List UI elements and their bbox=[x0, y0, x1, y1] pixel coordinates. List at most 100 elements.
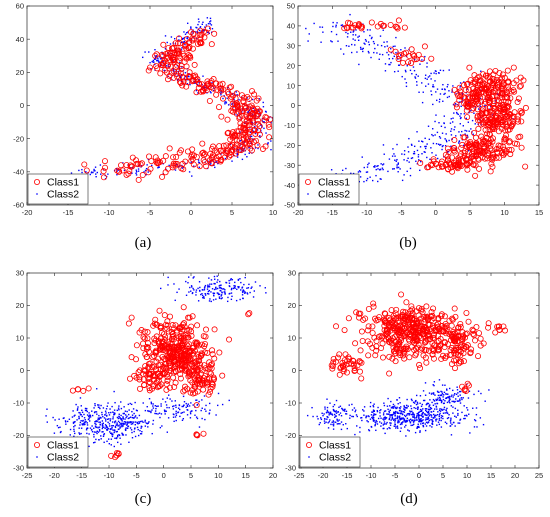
class2-point bbox=[394, 419, 397, 421]
class2-point bbox=[215, 288, 217, 290]
class2-point bbox=[113, 431, 115, 434]
class2-point bbox=[69, 434, 71, 436]
class2-point bbox=[359, 171, 362, 173]
class1-point bbox=[220, 142, 227, 149]
class1-point bbox=[470, 161, 477, 168]
class2-point bbox=[457, 409, 459, 411]
class2-point bbox=[175, 419, 177, 422]
class2-point bbox=[185, 402, 187, 405]
class2-point bbox=[479, 119, 481, 121]
class2-point bbox=[96, 420, 98, 423]
x-tick-label: 15 bbox=[535, 208, 543, 217]
class2-point bbox=[406, 170, 408, 173]
class2-point bbox=[95, 411, 98, 413]
class2-point bbox=[384, 423, 386, 425]
class1-point bbox=[141, 381, 148, 388]
class1-point bbox=[211, 355, 218, 362]
class2-point bbox=[179, 415, 181, 418]
class2-point bbox=[264, 110, 267, 113]
class2-point bbox=[459, 117, 462, 120]
class1-point bbox=[127, 375, 134, 382]
class2-point bbox=[361, 419, 363, 422]
chart-panel-a: -20 -15 -10 -5 0 5 10-60-40-200204060Class1Cla… bbox=[13, 2, 277, 217]
class1-point bbox=[141, 335, 148, 342]
class1-point bbox=[185, 354, 192, 361]
class2-point bbox=[95, 420, 97, 422]
class1-point bbox=[487, 168, 494, 175]
class2-point bbox=[80, 427, 83, 429]
class2-point bbox=[334, 416, 336, 419]
class2-point bbox=[94, 420, 96, 423]
class2-point bbox=[422, 425, 425, 428]
x-tick-label: -20 bbox=[293, 208, 304, 217]
class2-point bbox=[129, 421, 131, 423]
class2-point bbox=[333, 421, 335, 423]
class2-point bbox=[126, 423, 128, 426]
class2-point bbox=[448, 90, 450, 92]
class2-point bbox=[434, 416, 436, 418]
class2-point bbox=[371, 416, 373, 419]
class2-point bbox=[152, 59, 155, 62]
class2-point bbox=[158, 56, 161, 58]
class2-point bbox=[184, 33, 187, 35]
class2-point bbox=[106, 429, 109, 431]
class2-point bbox=[186, 414, 189, 416]
class2-point bbox=[117, 407, 120, 409]
caption-b: (b) bbox=[399, 235, 417, 251]
class2-point bbox=[454, 407, 457, 410]
class2-point bbox=[236, 153, 239, 155]
class2-point bbox=[412, 401, 415, 404]
class1-point bbox=[505, 86, 512, 93]
legend-label-class2: Class2 bbox=[47, 452, 79, 464]
class2-point bbox=[98, 417, 100, 419]
class2-point bbox=[207, 290, 210, 293]
class1-point bbox=[501, 135, 508, 142]
class2-point bbox=[446, 96, 449, 99]
class2-point bbox=[422, 419, 424, 421]
class1-point bbox=[181, 327, 188, 334]
class2-point bbox=[119, 424, 121, 426]
class2-point bbox=[439, 394, 441, 396]
class2-point bbox=[422, 425, 425, 427]
class2-point bbox=[377, 417, 380, 420]
class2-point bbox=[207, 22, 210, 25]
class2-point bbox=[110, 411, 112, 414]
class2-point bbox=[449, 425, 452, 427]
class2-point bbox=[444, 138, 446, 140]
class2-point bbox=[230, 278, 232, 280]
class2-point bbox=[325, 412, 328, 414]
class2-point bbox=[345, 410, 348, 413]
class1-point bbox=[166, 367, 173, 374]
class1-point bbox=[188, 323, 195, 330]
class2-point bbox=[436, 408, 438, 410]
class2-point bbox=[383, 402, 385, 404]
class1-point bbox=[370, 300, 377, 307]
class2-point bbox=[152, 403, 154, 405]
class1-point bbox=[518, 118, 525, 125]
series-class2-d bbox=[306, 379, 490, 437]
class2-point bbox=[356, 415, 358, 418]
class2-point bbox=[354, 44, 356, 46]
y-tick-label: 0 bbox=[20, 366, 24, 375]
class1-point bbox=[453, 101, 460, 108]
class2-point bbox=[251, 98, 254, 101]
class1-point bbox=[461, 345, 468, 352]
x-tick-label: -10 bbox=[361, 208, 372, 217]
class1-point bbox=[489, 111, 496, 118]
class2-point bbox=[198, 162, 201, 164]
class2-point bbox=[159, 426, 162, 429]
class2-point bbox=[83, 417, 86, 419]
class2-point bbox=[164, 413, 166, 415]
class2-point bbox=[105, 425, 108, 427]
class2-point bbox=[112, 418, 114, 420]
class1-point bbox=[365, 352, 372, 359]
class2-point bbox=[426, 156, 428, 159]
class2-point bbox=[103, 441, 105, 444]
class1-point bbox=[430, 156, 437, 163]
class2-point bbox=[93, 436, 95, 438]
class2-point bbox=[403, 159, 405, 161]
class2-point bbox=[435, 398, 437, 401]
class1-point bbox=[169, 322, 176, 329]
class1-point bbox=[480, 120, 487, 127]
class1-point bbox=[400, 349, 407, 356]
